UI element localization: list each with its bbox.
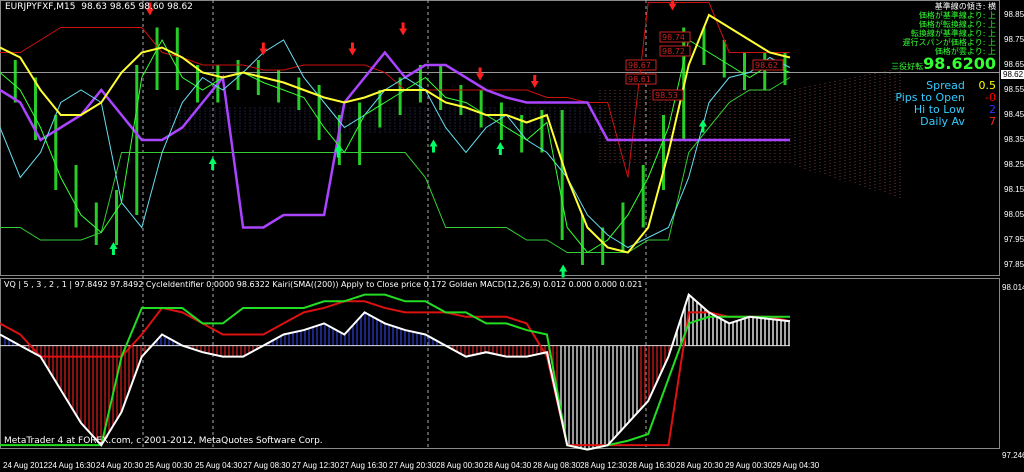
price-tick: 98.65 xyxy=(1004,60,1024,69)
info-line: 価格が転換線より: 上 xyxy=(918,20,996,29)
price-label-box xyxy=(752,59,784,71)
indicator-red-line xyxy=(0,300,791,447)
indicator-max-label: 98.0146 xyxy=(1002,283,1024,292)
time-tick: 28 Aug 20:30 xyxy=(676,461,724,470)
time-tick: 25 Aug 00:30 xyxy=(145,461,193,470)
price-tick: 98.15 xyxy=(1004,185,1024,194)
symbol-header: EURJPYFXF,M15 98.63 98.65 98.60 98.62 xyxy=(5,2,193,12)
pips-to-open-label: Pips to Open xyxy=(895,91,965,104)
price-tick: 98.55 xyxy=(1004,85,1024,94)
close-line xyxy=(0,38,791,254)
time-tick: 28 Aug 04:30 xyxy=(484,461,532,470)
sell-arrow-icon xyxy=(348,42,357,56)
indicator-min-label: 97.2466 xyxy=(1002,451,1024,460)
ichimoku-info-panel: 基準線の傾き: 横 価格が基準線より: 上 価格が転換線より: 上 転換線が基準… xyxy=(891,2,996,75)
yellow-ma-line xyxy=(0,13,791,254)
price-tick: 98.75 xyxy=(1004,35,1024,44)
buy-arrow-icon xyxy=(429,139,438,153)
indicator-header: VQ | 5 , 3 , 2 , 1 | 97.8492 97.8492 Cyc… xyxy=(4,280,643,289)
upper-band-line xyxy=(0,2,790,178)
buy-arrow-icon xyxy=(496,142,505,155)
price-label-box xyxy=(659,31,691,43)
indicator-green-line xyxy=(0,293,790,451)
time-tick: 27 Aug 12:30 xyxy=(292,461,340,470)
symbol-label: EURJPYFXF,M15 xyxy=(5,2,76,12)
hi-to-low-label: Hi to Low xyxy=(913,103,965,116)
current-price-label: 98.62 xyxy=(1001,70,1024,79)
price-label: 98.61 xyxy=(628,75,651,84)
stats-panel: Spread 0.5 Pips to Open -0 Hi to Low 2 D… xyxy=(856,74,997,127)
price-tick: 98.05 xyxy=(1004,210,1024,219)
price-label-box xyxy=(625,73,657,85)
sanyaku-label: 三役好転 xyxy=(891,62,924,71)
pips-to-open-value: -0 xyxy=(985,91,996,104)
sell-arrow-icon xyxy=(259,42,268,56)
time-tick: 27 Aug 20:30 xyxy=(389,461,437,470)
price-tick: 97.95 xyxy=(1004,235,1024,244)
sell-arrow-icon xyxy=(530,75,539,88)
main-pane-border xyxy=(0,0,1000,276)
price-label: 98.53 xyxy=(655,91,678,100)
ohlc-values: 98.63 98.65 98.60 98.62 xyxy=(81,2,193,12)
price-label: 98.72 xyxy=(662,47,685,56)
price-label: 98.74 xyxy=(662,33,685,42)
time-tick: 28 Aug 08:30 xyxy=(533,461,581,470)
info-line: 基準線の傾き: 横 xyxy=(934,2,996,11)
sell-arrow-icon xyxy=(668,0,677,11)
big-price: 98.6200 xyxy=(923,54,996,73)
sell-arrow-icon xyxy=(145,2,154,16)
buy-arrow-icon xyxy=(109,242,118,255)
price-tick: 97.85 xyxy=(1004,260,1024,269)
price-label-box xyxy=(659,45,691,57)
buy-arrow-icon xyxy=(208,157,217,170)
info-line: 価格が雲より: 上 xyxy=(934,47,996,56)
hi-to-low-value: 2 xyxy=(989,103,996,116)
price-label: 98.67 xyxy=(628,61,651,70)
indicator-pane-border xyxy=(0,278,1000,449)
time-tick: 27 Aug 08:30 xyxy=(243,461,291,470)
info-line: 転換線が基準線より: 上 xyxy=(910,29,996,38)
time-tick: 24 Aug 2012 xyxy=(3,461,48,470)
indicator-white-line xyxy=(0,292,791,451)
time-tick: 24 Aug 20:30 xyxy=(96,461,144,470)
time-tick: 28 Aug 12:30 xyxy=(580,461,628,470)
price-tick: 98.45 xyxy=(1004,110,1024,119)
sell-arrow-icon xyxy=(399,22,408,36)
time-tick: 24 Aug 16:30 xyxy=(48,461,96,470)
time-tick: 28 Aug 16:30 xyxy=(628,461,676,470)
buy-arrow-icon xyxy=(334,144,343,158)
price-tick: 98.85 xyxy=(1004,10,1024,19)
sell-arrow-icon xyxy=(476,67,485,81)
price-tick: 98.25 xyxy=(1004,160,1024,169)
time-tick: 28 Aug 00:30 xyxy=(436,461,484,470)
daily-av-label: Daily Av xyxy=(920,115,965,128)
spread-label: Spread xyxy=(926,79,965,92)
price-label: 98.62 xyxy=(755,61,778,70)
time-tick: 29 Aug 00:30 xyxy=(725,461,773,470)
lower-band-line xyxy=(0,77,791,253)
time-tick: 25 Aug 04:30 xyxy=(195,461,243,470)
buy-arrow-icon xyxy=(698,119,707,133)
daily-av-value: 7 xyxy=(989,115,996,128)
buy-arrow-icon xyxy=(559,264,568,278)
copyright: MetaTrader 4 at FOREX.com, c 2001-2012, … xyxy=(4,436,323,446)
info-line: 遅行スパンが価格より: 上 xyxy=(902,38,996,47)
purple-line xyxy=(0,50,790,229)
price-label-box xyxy=(625,59,657,71)
ichimoku-cloud xyxy=(599,68,901,198)
price-tick: 98.35 xyxy=(1004,135,1024,144)
time-tick: 27 Aug 16:30 xyxy=(340,461,388,470)
price-label-box xyxy=(652,89,684,101)
info-line: 価格が基準線より: 上 xyxy=(918,11,996,20)
cyan-line xyxy=(0,39,791,249)
spread-value: 0.5 xyxy=(978,79,997,92)
time-tick: 29 Aug 04:30 xyxy=(772,461,820,470)
